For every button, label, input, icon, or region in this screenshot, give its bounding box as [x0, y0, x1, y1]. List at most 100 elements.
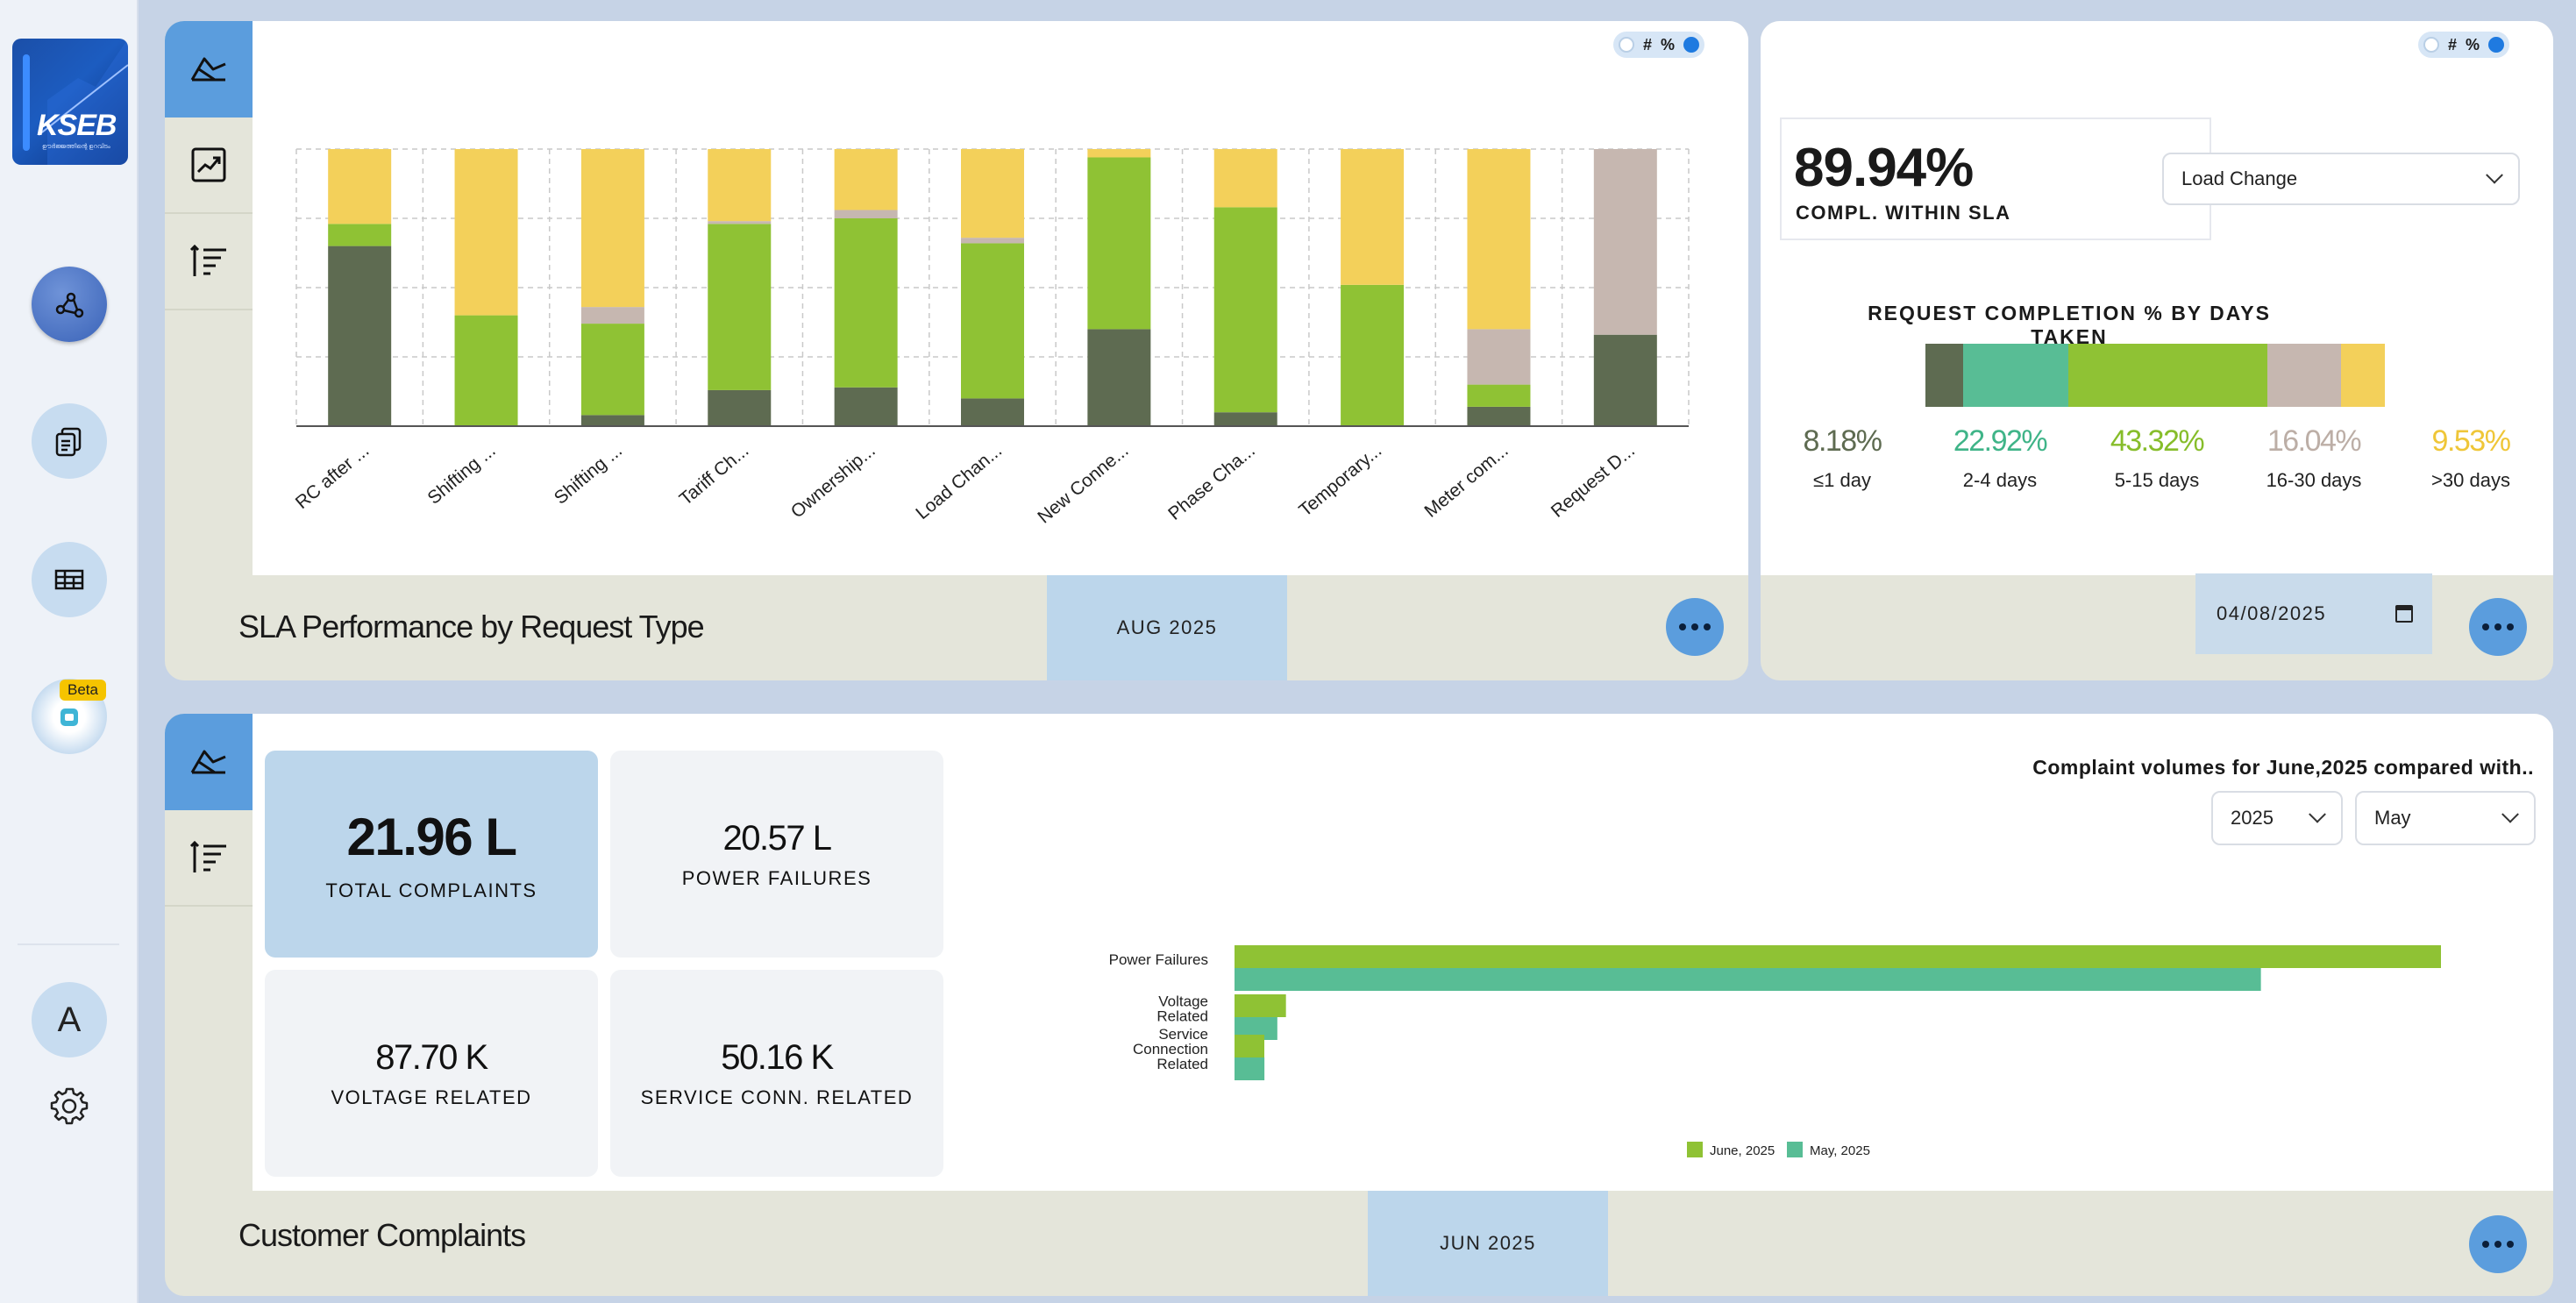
- bar-segment[interactable]: [708, 221, 772, 224]
- bucket-label: ≤1 day: [1813, 469, 1871, 491]
- sort-button[interactable]: [165, 810, 253, 907]
- more-options-button[interactable]: [1666, 598, 1724, 656]
- bar-segment[interactable]: [961, 238, 1024, 244]
- bar-segment[interactable]: [454, 149, 518, 316]
- hbar[interactable]: [1235, 1057, 1265, 1080]
- bar-segment[interactable]: [1087, 329, 1151, 426]
- x-tick-label: Ownership...: [787, 440, 879, 522]
- bar-segment[interactable]: [328, 149, 392, 224]
- bucket-percent: 8.18%: [1803, 424, 1882, 458]
- chart-tool-rail: [165, 714, 253, 1191]
- kpi-value: 21.96 L: [346, 807, 517, 866]
- chart-type-icon: [190, 750, 226, 774]
- bar-segment[interactable]: [1593, 149, 1657, 335]
- bar-segment[interactable]: [1467, 149, 1531, 330]
- count-percent-toggle[interactable]: # %: [1613, 32, 1704, 58]
- x-tick-label: RC after ...: [292, 440, 374, 513]
- bar-segment[interactable]: [580, 324, 644, 416]
- hbar[interactable]: [1235, 945, 2441, 968]
- logo-graphic: [38, 39, 128, 165]
- bar-segment[interactable]: [1213, 207, 1277, 413]
- month-value: May: [2374, 807, 2411, 829]
- kseb-logo[interactable]: KSEB ഊർജ്ജത്തിന്റെ ഉറവിടം: [12, 39, 128, 165]
- toggle-knob-on: [2487, 37, 2504, 53]
- more-options-button[interactable]: [2469, 598, 2527, 656]
- date-value: 04/08/2025: [2217, 602, 2327, 624]
- count-percent-toggle[interactable]: # %: [2418, 32, 2509, 58]
- bar-segment[interactable]: [1087, 157, 1151, 330]
- nav-workflow-button[interactable]: [32, 267, 107, 342]
- chart-type-button[interactable]: [165, 714, 253, 810]
- legend-label: June, 2025: [1710, 1143, 1775, 1158]
- period-selector[interactable]: JUN 2025: [1368, 1191, 1608, 1296]
- bar-segment[interactable]: [1467, 329, 1531, 385]
- bar-segment[interactable]: [1341, 284, 1405, 426]
- bucket-percent: 16.04%: [2266, 424, 2362, 458]
- bucket-label: 2-4 days: [1962, 469, 2038, 491]
- gear-icon[interactable]: [47, 1084, 91, 1128]
- bar-segment[interactable]: [1593, 334, 1657, 426]
- hbar[interactable]: [1235, 994, 1286, 1017]
- date-input[interactable]: 04/08/2025: [2195, 573, 2432, 654]
- bar-segment[interactable]: [580, 307, 644, 324]
- bucket-5-15-days: 43.32% 5-15 days: [2096, 424, 2218, 492]
- bar-segment[interactable]: [1213, 412, 1277, 426]
- legend-label: May, 2025: [1810, 1143, 1870, 1158]
- bar-segment[interactable]: [580, 415, 644, 426]
- bar-segment[interactable]: [328, 246, 392, 426]
- calendar-icon[interactable]: [2395, 605, 2413, 623]
- more-options-button[interactable]: [2469, 1215, 2527, 1273]
- complaints-comparison-chart: Power FailuresVoltageRelatedServiceConne…: [1109, 945, 2441, 1158]
- toggle-count-label: #: [2447, 35, 2457, 53]
- nav-tables-button[interactable]: [32, 542, 107, 617]
- request-type-select[interactable]: Load Change: [2162, 153, 2520, 205]
- days-bar-segment[interactable]: [1925, 344, 1963, 407]
- bar-segment[interactable]: [961, 243, 1024, 399]
- bar-segment[interactable]: [1467, 384, 1531, 407]
- bar-segment[interactable]: [454, 315, 518, 426]
- bucket-percent: 9.53%: [2431, 424, 2511, 458]
- sort-button[interactable]: [165, 214, 253, 310]
- bar-segment[interactable]: [961, 149, 1024, 239]
- trend-icon: [191, 147, 226, 182]
- days-chart-title: REQUEST COMPLETION % BY DAYS TAKEN: [1868, 302, 2271, 348]
- bar-segment[interactable]: [1341, 149, 1405, 285]
- y-category-label: Related: [1156, 1056, 1208, 1072]
- hbar[interactable]: [1235, 968, 2261, 991]
- days-bar-segment[interactable]: [2266, 344, 2342, 407]
- bar-segment[interactable]: [708, 224, 772, 390]
- chart-type-button[interactable]: [165, 21, 253, 117]
- bar-segment[interactable]: [834, 387, 898, 426]
- bar-segment[interactable]: [834, 149, 898, 210]
- bar-segment[interactable]: [961, 398, 1024, 426]
- x-tick-label: Temporary...: [1295, 440, 1385, 521]
- bar-segment[interactable]: [708, 389, 772, 426]
- kpi-value: 87.70 K: [375, 1037, 488, 1077]
- ai-bot-icon: [60, 708, 78, 726]
- y-category-label: Voltage: [1158, 993, 1208, 1010]
- bar-segment[interactable]: [1467, 406, 1531, 426]
- bar-segment[interactable]: [1087, 149, 1151, 158]
- bar-segment[interactable]: [1213, 149, 1277, 208]
- days-bar-segment[interactable]: [2341, 344, 2385, 407]
- bar-segment[interactable]: [834, 218, 898, 388]
- sort-list-icon: [189, 244, 226, 276]
- legend-swatch: [1687, 1142, 1703, 1157]
- period-selector[interactable]: AUG 2025: [1047, 575, 1287, 680]
- month-select[interactable]: May: [2355, 791, 2536, 845]
- year-select[interactable]: 2025: [2211, 791, 2343, 845]
- bar-segment[interactable]: [328, 224, 392, 246]
- days-bar-segment[interactable]: [2067, 344, 2267, 407]
- trend-button[interactable]: [165, 117, 253, 214]
- days-bar-segment[interactable]: [1962, 344, 2068, 407]
- hbar[interactable]: [1235, 1035, 1264, 1057]
- bucket-le1-day: 8.18% ≤1 day: [1781, 424, 1904, 492]
- bar-segment[interactable]: [834, 210, 898, 218]
- nav-requests-button[interactable]: [32, 403, 107, 479]
- toggle-knob-off: [2423, 37, 2439, 53]
- user-avatar[interactable]: A: [32, 982, 107, 1057]
- workflow-icon: [55, 292, 84, 318]
- sla-value: 89.94%: [1794, 138, 1974, 198]
- bar-segment[interactable]: [580, 149, 644, 308]
- bar-segment[interactable]: [708, 149, 772, 222]
